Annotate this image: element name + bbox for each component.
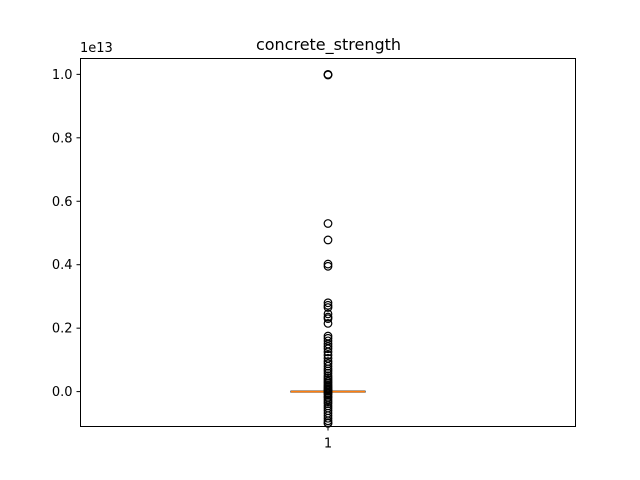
outlier-point: [323, 418, 333, 428]
y-tick-label: 0.0: [52, 385, 73, 400]
y-tick-label: 0.8: [52, 131, 73, 146]
outlier-point: [323, 413, 333, 423]
outlier-point: [323, 368, 333, 378]
y-tick-label: 0.6: [52, 195, 73, 210]
outlier-point: [323, 70, 333, 80]
outlier-point: [323, 300, 333, 310]
outlier-point: [323, 399, 333, 409]
outlier-point: [323, 261, 333, 271]
outlier-point: [323, 298, 333, 308]
outlier-point: [323, 235, 333, 245]
outlier-point: [323, 318, 333, 328]
outlier-point: [323, 361, 333, 371]
outlier-point: [323, 344, 333, 354]
outlier-point: [323, 342, 333, 351]
outlier-point: [323, 303, 333, 312]
y-tick-label: 0.2: [52, 322, 73, 337]
y-offset-label: 1e13: [80, 41, 113, 56]
y-tick-label: 0.4: [52, 258, 73, 273]
outlier-point: [323, 259, 333, 269]
axes-frame: [80, 58, 576, 427]
outlier-point: [323, 366, 333, 376]
outlier-point: [323, 309, 333, 319]
outlier-point: [323, 219, 333, 228]
outlier-point: [323, 314, 333, 324]
outlier-point: [323, 350, 333, 360]
y-axis: 0.0 0.2 0.4 0.6 0.8 1.0: [52, 68, 81, 400]
chart-title: concrete_strength: [256, 35, 401, 55]
x-axis: 1: [324, 426, 332, 452]
plot-area: [290, 69, 366, 428]
y-tick-label: 1.0: [52, 68, 73, 83]
outlier-point: [323, 333, 333, 343]
outlier-point: [323, 364, 333, 374]
x-tick-label: 1: [324, 437, 332, 452]
outlier-point: [323, 347, 333, 357]
